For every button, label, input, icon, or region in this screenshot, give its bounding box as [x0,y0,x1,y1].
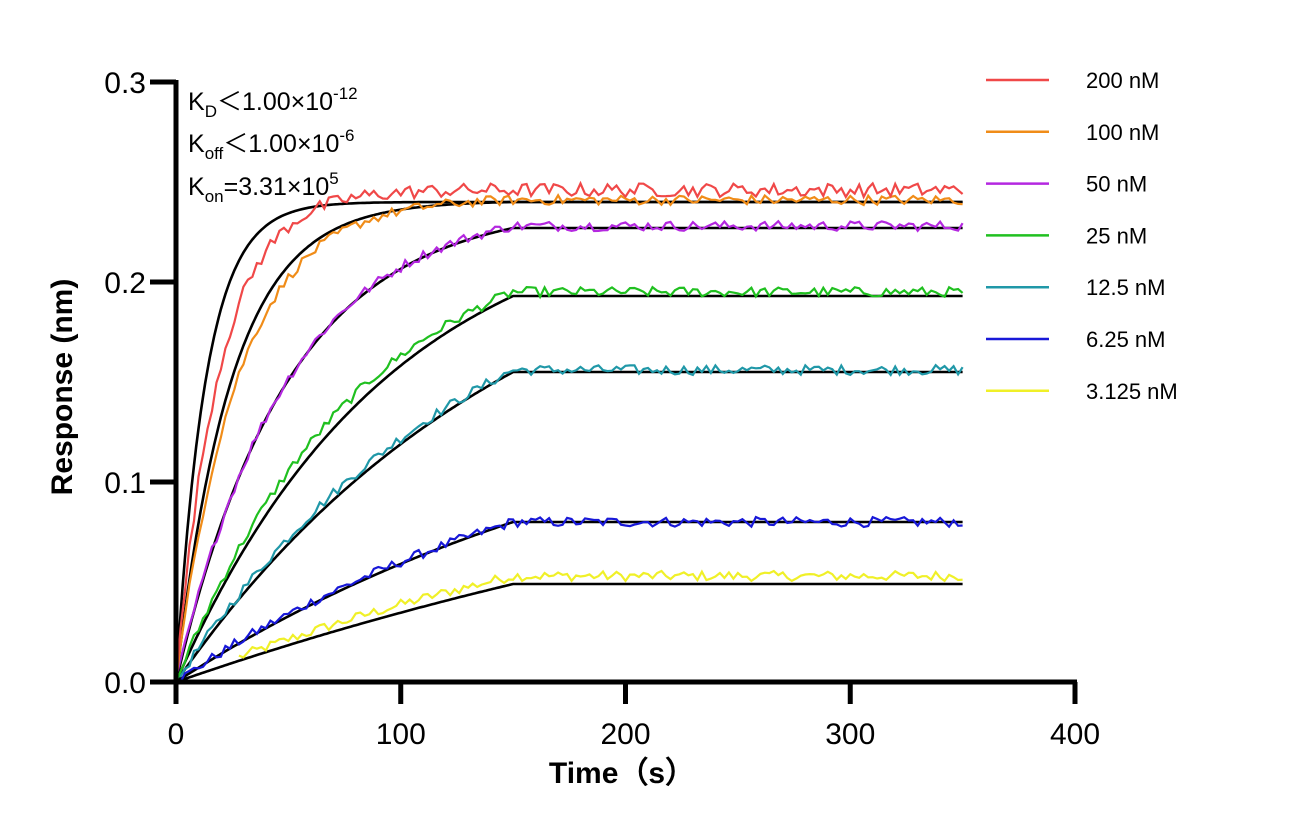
fit-curve [174,200,963,683]
x-axis-title: Time（s） [549,756,695,790]
x-tick-label: 0 [168,718,185,751]
x-tick-label: 200 [600,718,650,751]
series-50-nM [174,219,964,679]
fit-curve [175,582,963,684]
annotation-kd: KD＜1.00×10-12 [188,84,358,121]
y-axis-title: Response (nm) [46,279,79,496]
fit-curve [175,520,963,684]
x-tick-label: 400 [1050,718,1100,751]
legend-label: 3.125 nM [1086,379,1178,404]
series-100-nM [174,193,963,683]
fit-curve [174,370,963,683]
annotation-koff: Koff＜1.00×10-6 [188,126,354,163]
y-tick-label: 0.0 [104,667,146,700]
legend-label: 6.25 nM [1086,327,1166,352]
legend: 200 nM 100 nM 50 nM 25 nM 12.5 nM 6.25 nM 3.12… [986,68,1178,404]
series-200-nM [174,180,964,683]
series-12_5-nM [175,363,964,679]
fit-curve [174,200,963,683]
series-curves [174,180,964,684]
series-3_125-nM [238,569,963,659]
y-tick-label: 0.2 [104,267,146,300]
axis-ticks: 0 100 200 300 400 0.0 0.1 0.2 0.3 [104,67,1100,751]
legend-label: 100 nM [1086,120,1159,145]
series-6_25-nM [176,515,963,684]
x-tick-label: 100 [376,718,426,751]
y-tick-label: 0.3 [104,67,146,100]
annotation-kon: Kon=3.31×105 [188,169,339,206]
legend-label: 25 nM [1086,223,1147,248]
y-tick-label: 0.1 [104,467,146,500]
legend-label: 50 nM [1086,172,1147,197]
legend-label: 200 nM [1086,68,1159,93]
series-25-nM [174,284,964,683]
x-tick-label: 300 [825,718,875,751]
legend-label: 12.5 nM [1086,275,1166,300]
fit-curve [174,294,963,683]
